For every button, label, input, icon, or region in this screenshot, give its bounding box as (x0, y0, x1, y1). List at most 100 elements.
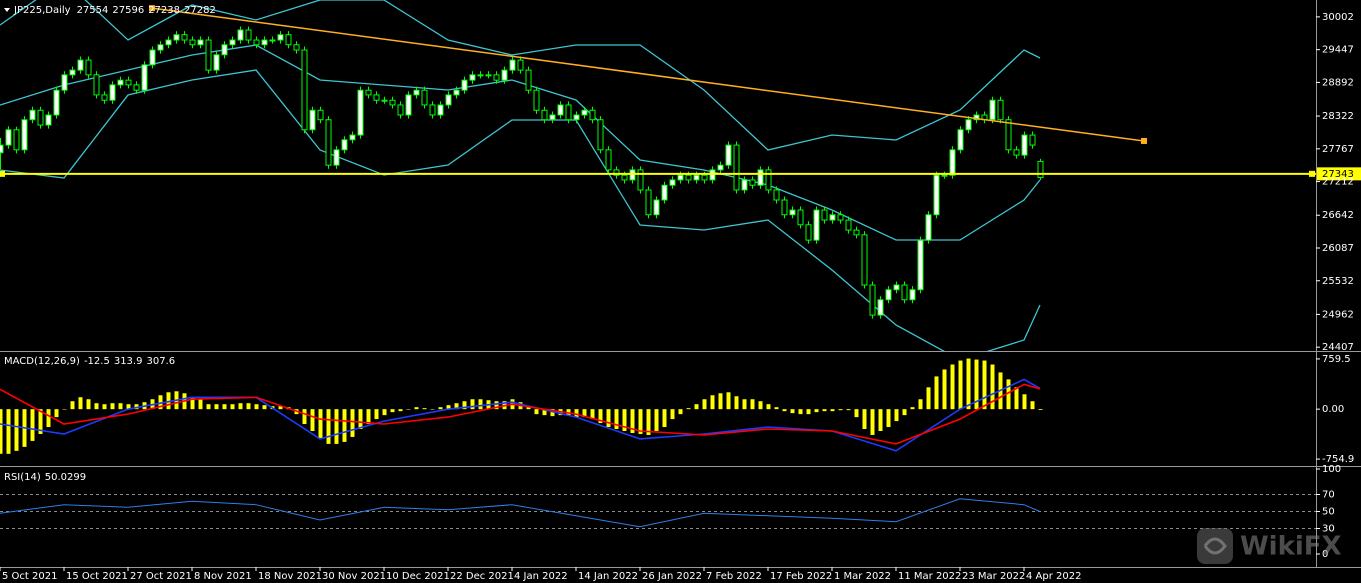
candle-body (29, 109, 36, 121)
candle-body (13, 129, 20, 151)
candle-body (517, 59, 524, 71)
candle-body (757, 169, 764, 186)
candle-body (461, 79, 468, 91)
candle-body (181, 34, 188, 41)
macd-histogram-bar (870, 409, 875, 435)
candle-body (941, 174, 948, 177)
macd-histogram-bar (446, 405, 451, 410)
y-tick-label: -754.9 (1322, 454, 1354, 465)
y-tick-label: 27767 (1322, 144, 1354, 155)
macd-histogram-bar (790, 409, 795, 414)
macd-histogram-bar (198, 399, 203, 410)
x-tick-label: 26 Jan 2022 (642, 571, 702, 582)
candle-body (173, 34, 180, 41)
macd-histogram-bar (838, 409, 843, 411)
candle-body (477, 74, 484, 77)
candle-body (965, 119, 972, 131)
macd-histogram-bar (414, 407, 419, 410)
x-tick-label: 7 Feb 2022 (706, 571, 762, 582)
menu-arrow[interactable] (4, 8, 10, 12)
candle-body (21, 119, 28, 151)
macd-histogram-bar (862, 409, 867, 430)
macd-histogram-bar (342, 409, 347, 442)
price-header: JP225,Daily 27554 27596 27238 27282 (13, 5, 216, 16)
candle-body (589, 109, 596, 121)
y-tick-label: 29447 (1322, 45, 1354, 56)
macd-line-value: 313.9 (114, 356, 143, 367)
macd-histogram-bar (614, 409, 619, 430)
candle-body (1013, 149, 1020, 156)
macd-histogram-bar (222, 404, 227, 410)
macd-histogram-bar (966, 358, 971, 410)
candle-body (637, 169, 644, 191)
macd-histogram-bar (462, 401, 467, 410)
y-tick-label: 100 (1322, 464, 1341, 475)
price-panel (0, 0, 1316, 351)
candle-body (0, 144, 4, 154)
macd-histogram-bar (766, 404, 771, 410)
candle-body (789, 209, 796, 216)
candle-body (69, 69, 76, 76)
candle-body (925, 214, 932, 241)
candle-body (365, 89, 372, 96)
candle-body (957, 129, 964, 151)
macd-histogram-bar (774, 407, 779, 410)
candle-body (1005, 119, 1012, 151)
candle-body (741, 179, 748, 191)
candle-body (749, 179, 756, 186)
macd-histogram-bar (478, 399, 483, 410)
candle-body (485, 74, 492, 77)
candle-body (973, 114, 980, 121)
macd-histogram-bar (534, 409, 539, 415)
macd-histogram-bar (358, 409, 363, 430)
candle-body (437, 104, 444, 116)
y-tick-label: 26642 (1322, 210, 1354, 221)
candle-body (245, 29, 252, 41)
bollinger-band (0, 44, 1041, 241)
candle-body (653, 199, 660, 216)
rsi-value: 50.0299 (45, 472, 86, 483)
y-tick-label: 27212 (1322, 177, 1354, 188)
trend-line (151, 7, 1145, 142)
candle-body (989, 99, 996, 121)
x-tick-label: 8 Nov 2021 (194, 571, 252, 582)
close-value: 27282 (184, 5, 216, 16)
candle-body (885, 289, 892, 301)
candle-body (821, 209, 828, 221)
macd-histogram-bar (662, 409, 667, 428)
candle-body (85, 59, 92, 76)
macd-histogram-bar (366, 409, 371, 425)
candle-body (109, 84, 116, 101)
macd-histogram-bar (646, 409, 651, 435)
macd-histogram-bar (726, 392, 731, 410)
macd-histogram-bar (14, 409, 19, 451)
macd-histogram-bar (190, 397, 195, 410)
macd-header: MACD(12,26,9) -12.5 313.9 307.6 (4, 356, 175, 367)
x-tick-label: 14 Jan 2022 (578, 571, 638, 582)
candle-body (781, 199, 788, 216)
macd-histogram-bar (70, 401, 75, 410)
candle-body (285, 34, 292, 46)
macd-histogram-bar (254, 404, 259, 410)
candle-body (77, 59, 84, 71)
candle-body (557, 104, 564, 116)
candle-body (733, 144, 740, 191)
macd-histogram-bar (0, 409, 3, 454)
x-tick-label: 22 Dec 2021 (450, 571, 514, 582)
candle-body (565, 104, 572, 121)
candle-body (61, 74, 68, 91)
candle-body (773, 189, 780, 201)
macd-histogram-value: -12.5 (84, 356, 110, 367)
macd-line (0, 383, 1041, 445)
macd-histogram-bar (678, 409, 683, 415)
candle-body (661, 184, 668, 201)
candle-body (541, 109, 548, 121)
candle-body (269, 39, 276, 42)
candle-body (445, 94, 452, 106)
candle-body (325, 119, 332, 166)
macd-histogram-bar (822, 409, 827, 412)
macd-histogram-bar (574, 409, 579, 418)
macd-histogram-bar (438, 407, 443, 410)
macd-histogram-bar (982, 360, 987, 410)
